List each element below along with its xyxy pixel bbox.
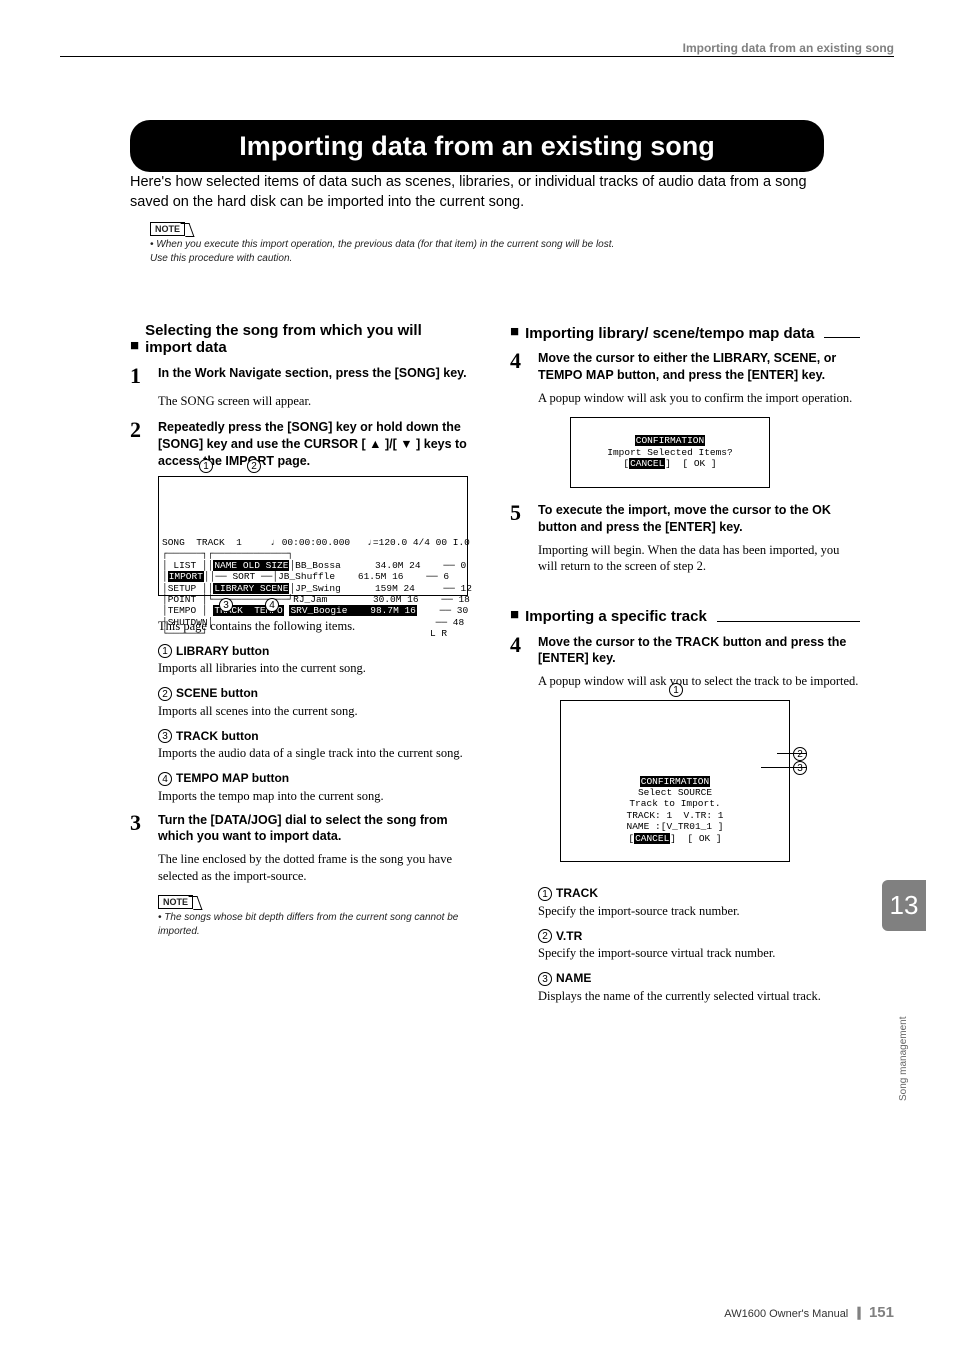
note-label: NOTE bbox=[158, 895, 193, 909]
r-item-num-2: 2 bbox=[538, 929, 552, 943]
r-item-3-desc: Displays the name of the currently selec… bbox=[538, 988, 860, 1005]
callout-3: 3 bbox=[793, 761, 807, 775]
item-1-label: LIBRARY button bbox=[176, 644, 269, 658]
r-item-num-1: 1 bbox=[538, 887, 552, 901]
callout-3: 3 bbox=[219, 598, 233, 612]
ok-button[interactable]: OK bbox=[694, 458, 705, 469]
square-bullet: ■ bbox=[510, 605, 519, 625]
step-number: 4 bbox=[510, 350, 530, 384]
r-item-1-label: TRACK bbox=[556, 886, 598, 900]
subhead-text: Importing a specific track bbox=[525, 608, 707, 625]
item-2-label: SCENE button bbox=[176, 686, 258, 700]
note-bottom: NOTE • The songs whose bit depth differs… bbox=[158, 895, 468, 938]
callout-2: 2 bbox=[247, 459, 261, 473]
item-num-4: 4 bbox=[158, 772, 172, 786]
item-3-desc: Imports the audio data of a single track… bbox=[158, 745, 480, 762]
step-2: 2 Repeatedly press the [SONG] key or hol… bbox=[130, 419, 480, 470]
popup2-l2: Track to Import. bbox=[629, 798, 720, 809]
left-column: ■ Selecting the song from which you will… bbox=[130, 322, 480, 938]
item-4-label: TEMPO MAP button bbox=[176, 771, 289, 785]
step-4b-text: Move the cursor to the TRACK button and … bbox=[538, 635, 846, 666]
step-1-desc: The SONG screen will appear. bbox=[158, 393, 480, 410]
r-item-1-desc: Specify the import-source track number. bbox=[538, 903, 860, 920]
subhead-rule bbox=[717, 621, 860, 622]
r-item-2-label: V.TR bbox=[556, 929, 582, 943]
ok-button[interactable]: OK bbox=[699, 833, 710, 844]
popup-msg: Import Selected Items? bbox=[607, 447, 732, 458]
square-bullet: ■ bbox=[130, 336, 139, 356]
square-bullet: ■ bbox=[510, 322, 519, 342]
item-4-desc: Imports the tempo map into the current s… bbox=[158, 788, 480, 805]
r-item-2-desc: Specify the import-source virtual track … bbox=[538, 945, 860, 962]
subhead-importing-lib: ■ Importing library/ scene/tempo map dat… bbox=[510, 322, 860, 342]
step-4b-desc: A popup window will ask you to select th… bbox=[538, 673, 860, 690]
step-5-text: To execute the import, move the cursor t… bbox=[538, 503, 831, 534]
note-label: NOTE bbox=[150, 222, 185, 236]
popup-title: CONFIRMATION bbox=[635, 435, 705, 446]
step-number: 4 bbox=[510, 634, 530, 668]
step-4b: 4 Move the cursor to the TRACK button an… bbox=[510, 634, 860, 668]
item-1-desc: Imports all libraries into the current s… bbox=[158, 660, 480, 677]
confirmation-popup-1: CONFIRMATION Import Selected Items? [CAN… bbox=[570, 417, 770, 488]
note-top-text: • When you execute this import operation… bbox=[150, 239, 614, 264]
page-number: 151 bbox=[869, 1304, 894, 1321]
step-5-desc: Importing will begin. When the data has … bbox=[538, 542, 860, 576]
confirmation-popup-2: 1 2 3 CONFIRMATION Select SOURCE Track t… bbox=[560, 700, 790, 862]
popup2-title: CONFIRMATION bbox=[640, 776, 710, 787]
callout-2: 2 bbox=[793, 747, 807, 761]
item-num-3: 3 bbox=[158, 729, 172, 743]
note-bottom-text: • The songs whose bit depth differs from… bbox=[158, 912, 458, 937]
subhead-rule bbox=[824, 337, 860, 338]
step-number: 5 bbox=[510, 502, 530, 536]
subhead-text: Selecting the song from which you will i… bbox=[145, 322, 470, 357]
cancel-button[interactable]: CANCEL bbox=[634, 833, 670, 844]
step-1-text: In the Work Navigate section, press the … bbox=[158, 366, 467, 380]
r-item-3-label: NAME bbox=[556, 971, 591, 985]
lcd-title-row: SONG TRACK 1 ♩ 00:00:00.000 ♩=120.0 4/4 … bbox=[162, 537, 470, 548]
step-4a-text: Move the cursor to either the LIBRARY, S… bbox=[538, 351, 836, 382]
step-3-text: Turn the [DATA/JOG] dial to select the s… bbox=[158, 813, 448, 844]
note-top: NOTE • When you execute this import oper… bbox=[150, 222, 620, 265]
step-4a-desc: A popup window will ask you to confirm t… bbox=[538, 390, 860, 407]
header-rule bbox=[60, 56, 894, 57]
footer: AW1600 Owner's Manual ▍ 151 bbox=[0, 1303, 894, 1323]
step-number: 3 bbox=[130, 812, 150, 846]
popup2-l3: TRACK: 1 V.TR: 1 bbox=[627, 810, 724, 821]
step-1: 1 In the Work Navigate section, press th… bbox=[130, 365, 480, 387]
step-5: 5 To execute the import, move the cursor… bbox=[510, 502, 860, 536]
cancel-button[interactable]: CANCEL bbox=[629, 458, 665, 469]
popup2-l1: Select SOURCE bbox=[638, 787, 712, 798]
song-import-screen: 1 2 3 4 SONG TRACK 1 ♩ 00:00:00.000 ♩=12… bbox=[158, 476, 468, 596]
manual-name: AW1600 Owner's Manual bbox=[724, 1308, 848, 1320]
callout-4: 4 bbox=[265, 598, 279, 612]
callout-1: 1 bbox=[199, 459, 213, 473]
popup2-l4: NAME :[V_TR01_1 ] bbox=[627, 821, 724, 832]
subhead-selecting: ■ Selecting the song from which you will… bbox=[130, 322, 480, 357]
subhead-importing-track: ■ Importing a specific track bbox=[510, 605, 860, 625]
callout-1: 1 bbox=[669, 683, 683, 697]
item-2-desc: Imports all scenes into the current song… bbox=[158, 703, 480, 720]
step-number: 1 bbox=[130, 365, 150, 387]
item-num-2: 2 bbox=[158, 687, 172, 701]
chapter-tab: 13 Song management bbox=[882, 880, 926, 1101]
chapter-number: 13 bbox=[882, 880, 926, 931]
step-3-desc: The line enclosed by the dotted frame is… bbox=[158, 851, 480, 885]
r-item-num-3: 3 bbox=[538, 972, 552, 986]
chapter-label: Song management bbox=[897, 991, 911, 1101]
step-number: 2 bbox=[130, 419, 150, 470]
step-4a: 4 Move the cursor to either the LIBRARY,… bbox=[510, 350, 860, 384]
subhead-text: Importing library/ scene/tempo map data bbox=[525, 325, 814, 342]
step-3: 3 Turn the [DATA/JOG] dial to select the… bbox=[130, 812, 480, 846]
running-head: Importing data from an existing song bbox=[683, 40, 894, 56]
intro-paragraph: Here's how selected items of data such a… bbox=[130, 172, 824, 213]
page-title: Importing data from an existing song bbox=[130, 120, 824, 172]
item-3-label: TRACK button bbox=[176, 729, 259, 743]
right-column: ■ Importing library/ scene/tempo map dat… bbox=[510, 322, 860, 1012]
